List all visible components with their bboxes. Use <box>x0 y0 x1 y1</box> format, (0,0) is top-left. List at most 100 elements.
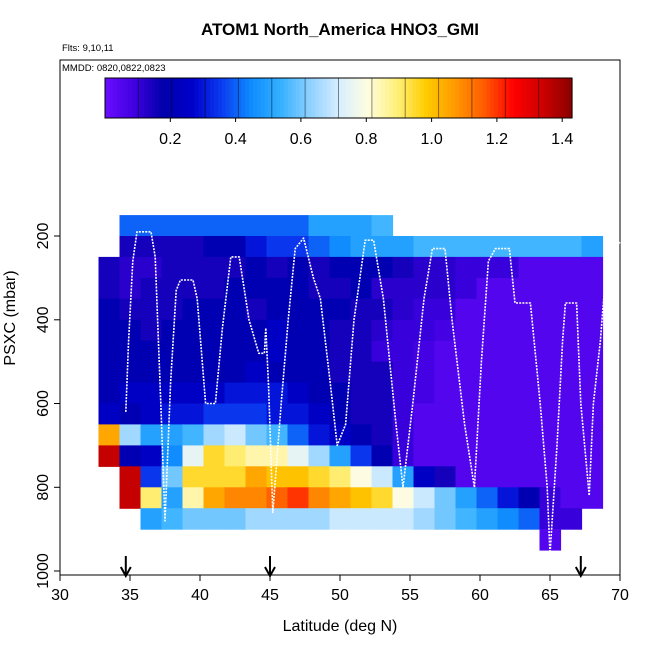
heatmap-cell <box>350 340 373 363</box>
colorbar-frame <box>104 77 573 119</box>
colorbar-segment <box>319 78 324 118</box>
heatmap-cell <box>245 403 268 425</box>
heatmap-cell <box>497 361 520 384</box>
heatmap-cell <box>329 382 352 405</box>
colorbar-segment <box>470 78 476 118</box>
heatmap-cell <box>350 215 373 237</box>
heatmap-cell <box>266 403 289 425</box>
heatmap-cell <box>371 215 394 237</box>
heatmap-cell <box>497 508 520 530</box>
colorbar-segment <box>295 78 301 118</box>
colorbar-tick-label: 0.8 <box>355 131 377 148</box>
colorbar-segment <box>350 78 355 118</box>
heatmap-cell <box>140 298 163 321</box>
heatmap-cell <box>539 361 562 384</box>
heatmap-cell <box>119 466 142 488</box>
heatmap-cell <box>518 361 541 384</box>
heatmap-cell <box>476 277 499 300</box>
heatmap-cell <box>413 508 436 530</box>
heatmap-cell <box>497 466 520 488</box>
heatmap-cell <box>413 298 436 321</box>
heatmap-cell <box>476 403 499 425</box>
heatmap-cell <box>392 361 415 384</box>
x-axis: 30 35 40 45 50 55 60 65 70 <box>51 574 629 604</box>
heatmap-cell <box>434 319 457 342</box>
heatmap-cell <box>308 236 331 258</box>
heatmap-cell <box>392 403 415 425</box>
heatmap-cell <box>581 277 604 300</box>
colorbar-segment <box>260 78 266 118</box>
heatmap-cell <box>434 298 457 321</box>
colorbar-segment <box>342 78 347 118</box>
heatmap-cell <box>455 256 478 279</box>
heatmap-cell <box>266 319 289 342</box>
x-axis-label: Latitude (deg N) <box>283 618 398 635</box>
heatmap-cell <box>497 298 520 321</box>
heatmap-cell <box>476 382 499 405</box>
heatmap-cell <box>392 508 415 530</box>
heatmap-cell <box>539 466 562 488</box>
heatmap-cell <box>392 382 415 405</box>
colorbar-segment <box>194 78 199 118</box>
heatmap-cell <box>455 277 478 300</box>
heatmap-cell <box>371 424 394 446</box>
heatmap-cell <box>224 508 247 530</box>
heatmap-cell <box>119 445 142 467</box>
colorbar-segment <box>147 78 153 118</box>
x-tick-label: 45 <box>261 587 279 604</box>
heatmap-cell <box>182 424 205 446</box>
colorbar-segment <box>171 78 176 118</box>
colorbar-segment <box>354 78 359 118</box>
heatmap-cell <box>182 215 205 237</box>
heatmap-cell <box>581 340 604 363</box>
colorbar-segment <box>443 78 449 118</box>
colorbar-segment <box>284 78 289 118</box>
heatmap-cell <box>182 256 205 279</box>
colorbar-segment <box>163 78 168 118</box>
flights-annotation: Flts: 9,10,11 <box>62 43 114 54</box>
colorbar-segment <box>202 78 207 118</box>
colorbar-segment <box>451 78 456 118</box>
heatmap-cell <box>98 277 121 300</box>
heatmap-cell <box>266 424 289 446</box>
colorbar-segment <box>128 78 133 118</box>
heatmap-cell <box>266 508 289 530</box>
colorbar-segment <box>198 78 203 118</box>
colorbar-segment <box>307 78 312 118</box>
heatmap-cell <box>392 277 415 300</box>
heatmap-cell <box>518 508 541 530</box>
colorbar-segment <box>186 78 192 118</box>
heatmap-cell <box>329 236 352 258</box>
y-tick-label: 600 <box>35 390 52 417</box>
heatmap-cell <box>287 256 310 279</box>
colorbar-segment <box>439 78 445 118</box>
heatmap-cell <box>350 487 373 509</box>
heatmap-cell <box>308 466 331 488</box>
heatmap-cell <box>224 487 247 509</box>
heatmap-cell <box>539 508 562 530</box>
colorbar-segment <box>241 78 246 118</box>
heatmap-cell <box>497 424 520 446</box>
heatmap-cell <box>539 529 562 551</box>
heatmap-cell <box>182 466 205 488</box>
heatmap-cell <box>434 424 457 446</box>
heatmap-cell <box>245 319 268 342</box>
heatmap-cell <box>581 236 604 258</box>
colorbar-segment <box>548 78 554 118</box>
heatmap-cell <box>140 403 163 425</box>
colorbar <box>104 77 573 119</box>
heatmap-cell <box>476 298 499 321</box>
heatmap-cell <box>476 487 499 509</box>
heatmap-cell <box>245 215 268 237</box>
heatmap-cell <box>476 256 499 279</box>
heatmap-cell <box>161 508 184 530</box>
heatmap-cell <box>434 487 457 509</box>
heatmap-cell <box>413 466 436 488</box>
heatmap-cell <box>287 215 310 237</box>
heatmap-cell <box>392 256 415 279</box>
heatmap-cell <box>392 445 415 467</box>
colorbar-segment <box>498 78 503 118</box>
colorbar-segment <box>178 78 184 118</box>
heatmap-cell <box>245 382 268 405</box>
heatmap-cell <box>434 340 457 363</box>
